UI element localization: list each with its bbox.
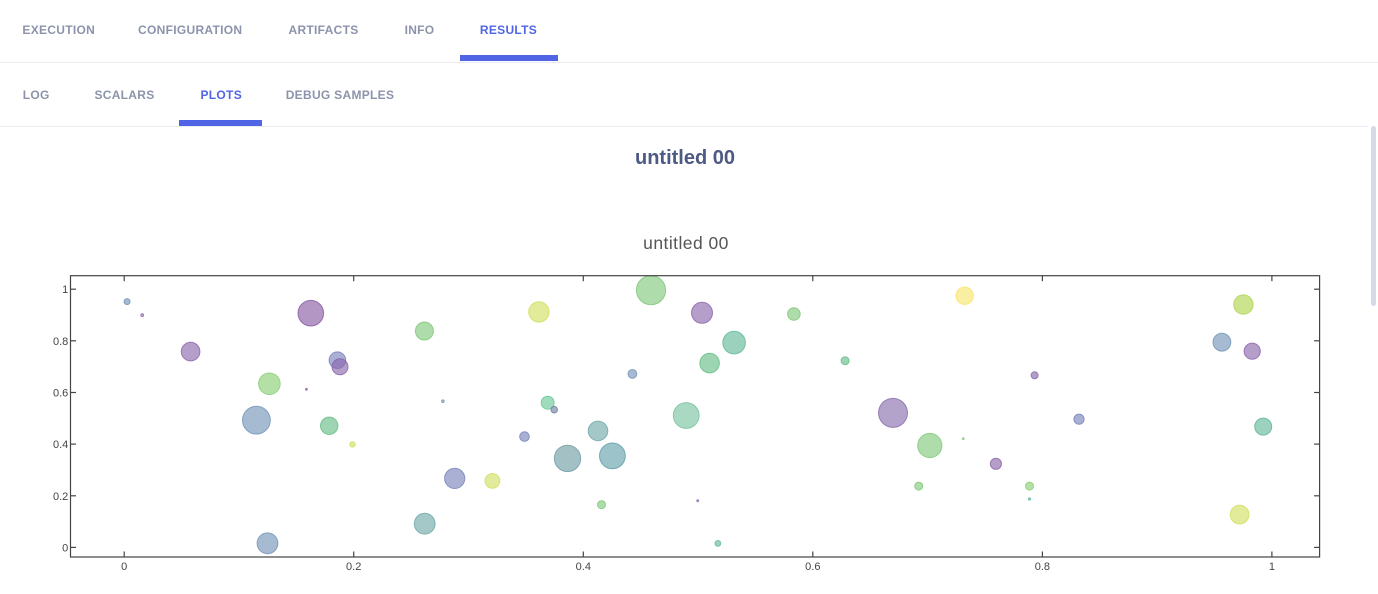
svg-text:0.8: 0.8 <box>1035 561 1050 573</box>
svg-text:0.6: 0.6 <box>53 388 68 400</box>
svg-text:0.2: 0.2 <box>53 491 68 503</box>
svg-text:0.4: 0.4 <box>53 439 68 451</box>
svg-text:0: 0 <box>121 561 127 573</box>
svg-text:0.8: 0.8 <box>53 336 68 348</box>
svg-text:0: 0 <box>62 542 68 554</box>
svg-text:1: 1 <box>62 284 68 296</box>
svg-text:0.2: 0.2 <box>346 561 361 573</box>
svg-text:1: 1 <box>1269 561 1275 573</box>
svg-text:0.6: 0.6 <box>805 561 820 573</box>
svg-text:0.4: 0.4 <box>576 561 591 573</box>
